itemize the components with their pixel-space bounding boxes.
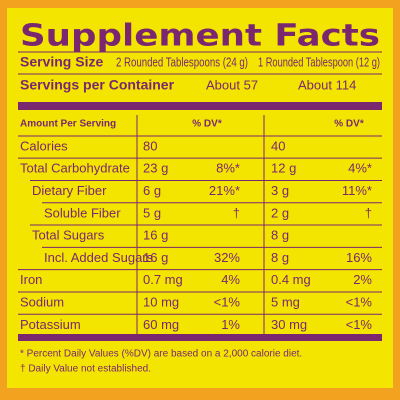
amount: 8 g — [271, 228, 289, 243]
thick-bar — [18, 102, 382, 110]
percent-dv: 16% — [346, 250, 372, 265]
column-header: Amount Per Serving — [20, 119, 116, 130]
nutrient-name: Incl. Added Sugars — [44, 250, 154, 265]
rows: Calories 80 40 Total Carbohydrate 23 g 8%* 12 … — [18, 138, 382, 332]
footnote: * Percent Daily Values (%DV) are based o… — [20, 349, 302, 360]
amount: 3 g — [271, 183, 289, 198]
percent-dv: 11%* — [342, 183, 372, 198]
amount: 0.7 mg — [143, 272, 183, 287]
label-panel — [7, 8, 393, 388]
amount: 5 mg — [271, 295, 300, 310]
serving-size-value: 1 Rounded Tablespoon (12 g) — [258, 54, 380, 69]
nutrient-name: Iron — [20, 272, 42, 287]
nutrient-name: Soluble Fiber — [44, 205, 121, 220]
percent-dv: <1% — [346, 317, 373, 332]
amount: 8 g — [271, 250, 289, 265]
amount: 2 g — [271, 205, 289, 220]
nutrient-name: Total Carbohydrate — [20, 161, 130, 176]
amount: 30 mg — [271, 317, 307, 332]
amount: 12 g — [271, 161, 296, 176]
nutrient-name: Sodium — [20, 295, 64, 310]
amount: 0.4 mg — [271, 272, 311, 287]
percent-dv: † — [233, 205, 240, 220]
percent-dv: 4% — [221, 272, 240, 287]
nutrient-name: Total Sugars — [32, 228, 105, 243]
percent-dv: <1% — [346, 295, 373, 310]
column-header: % DV* — [334, 119, 364, 130]
amount: 16 g — [143, 250, 168, 265]
servings-value: About 57 — [206, 77, 258, 92]
footnote: † Daily Value not established. — [20, 364, 151, 375]
amount: 5 g — [143, 205, 161, 220]
percent-dv: <1% — [214, 295, 241, 310]
amount: 40 — [271, 138, 285, 153]
serving-size-value: 2 Rounded Tablespoons (24 g) — [116, 54, 248, 69]
percent-dv: 2% — [353, 272, 372, 287]
nutrient-name: Potassium — [20, 317, 81, 332]
nutrient-name: Dietary Fiber — [32, 183, 107, 198]
servings-value: About 114 — [298, 77, 356, 92]
percent-dv: 8%* — [216, 161, 240, 176]
amount: 80 — [143, 138, 157, 153]
column-header: % DV* — [192, 119, 222, 130]
title: Supplement Facts — [20, 19, 380, 54]
amount: 16 g — [143, 228, 168, 243]
amount: 23 g — [143, 161, 168, 176]
thick-bar — [18, 334, 382, 341]
nutrient-name: Calories — [20, 138, 68, 153]
amount: 6 g — [143, 183, 161, 198]
percent-dv: † — [365, 205, 372, 220]
serving-size-label: Serving Size — [20, 54, 103, 70]
amount: 60 mg — [143, 317, 179, 332]
amount: 10 mg — [143, 295, 179, 310]
percent-dv: 32% — [214, 250, 240, 265]
percent-dv: 1% — [221, 317, 240, 332]
servings-label: Servings per Container — [20, 77, 175, 93]
percent-dv: 4%* — [348, 161, 372, 176]
percent-dv: 21%* — [209, 183, 240, 198]
